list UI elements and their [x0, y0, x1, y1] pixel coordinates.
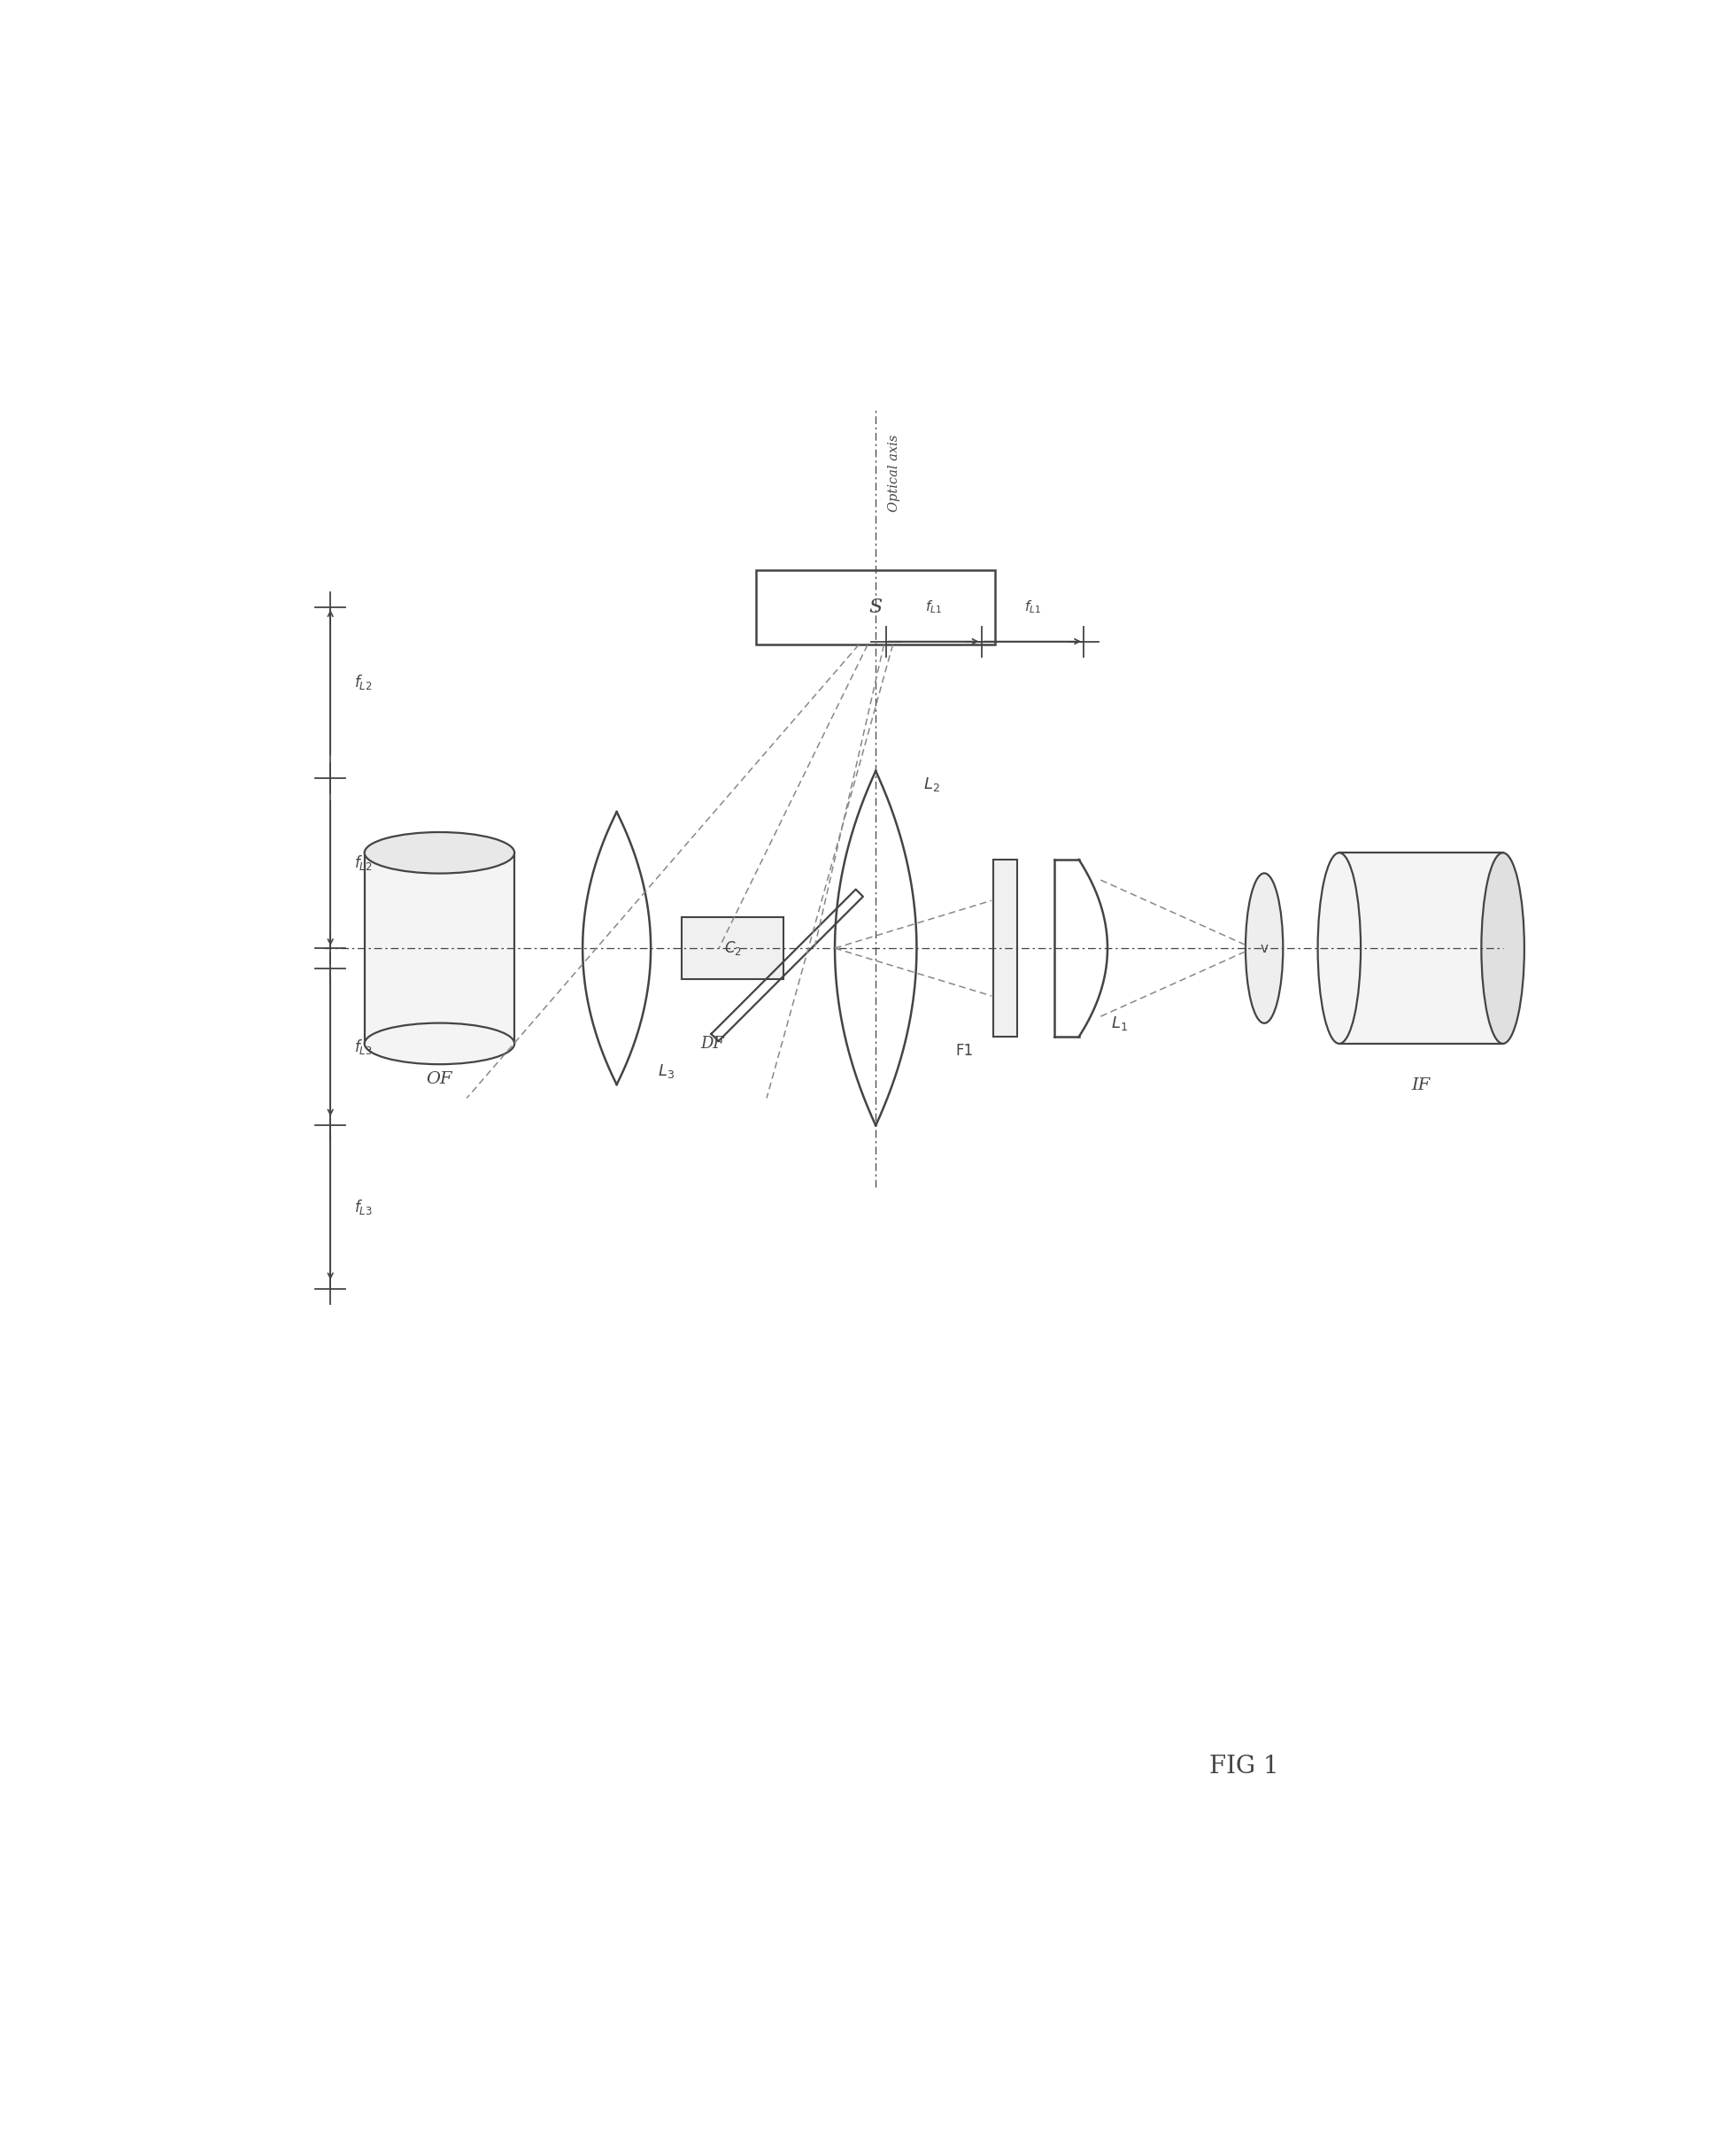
Text: OF: OF — [427, 1070, 453, 1087]
Bar — [1338, 853, 1503, 1044]
Text: $L_2$: $L_2$ — [924, 775, 941, 794]
Text: DF: DF — [700, 1036, 724, 1051]
Text: F1: F1 — [955, 1042, 974, 1059]
Text: $C_2$: $C_2$ — [724, 939, 741, 958]
Bar — [365, 853, 514, 1044]
Text: $L_3$: $L_3$ — [658, 1061, 674, 1081]
Bar — [993, 859, 1017, 1038]
Bar — [682, 917, 783, 980]
Text: $f_{L3}$: $f_{L3}$ — [354, 1038, 373, 1057]
Bar — [757, 571, 995, 646]
Ellipse shape — [1318, 853, 1361, 1044]
Text: IF: IF — [1411, 1079, 1430, 1094]
Text: FIG 1: FIG 1 — [1208, 1755, 1279, 1778]
Text: $f_{L2}$: $f_{L2}$ — [354, 674, 373, 691]
Ellipse shape — [365, 833, 514, 874]
Text: $f_{L3}$: $f_{L3}$ — [354, 1197, 373, 1216]
Text: Optical axis: Optical axis — [889, 435, 901, 512]
Ellipse shape — [365, 1023, 514, 1064]
Text: S: S — [870, 599, 882, 618]
Text: $f_{L1}$: $f_{L1}$ — [925, 599, 943, 616]
Text: $L_1$: $L_1$ — [1111, 1014, 1128, 1031]
Text: $f_{L2}$: $f_{L2}$ — [354, 855, 373, 872]
Text: $f_{L1}$: $f_{L1}$ — [1024, 599, 1042, 616]
Ellipse shape — [1245, 874, 1283, 1023]
Ellipse shape — [1481, 853, 1524, 1044]
Text: v: v — [1260, 941, 1269, 954]
